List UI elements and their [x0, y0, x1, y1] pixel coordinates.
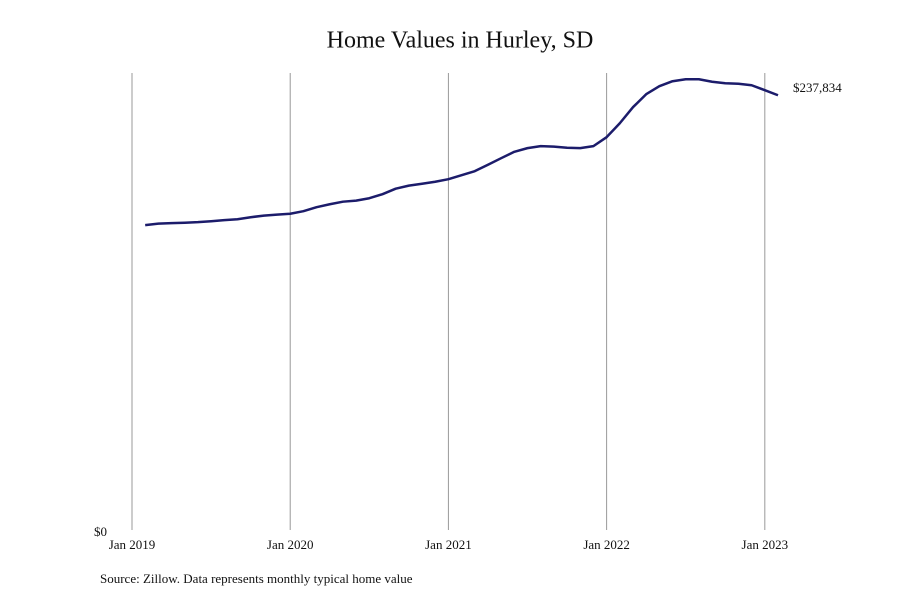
x-tick-label: Jan 2020 — [267, 537, 314, 552]
source-note: Source: Zillow. Data represents monthly … — [100, 571, 413, 586]
x-tick-label: Jan 2022 — [583, 537, 630, 552]
x-tick-label: Jan 2021 — [425, 537, 472, 552]
data-label: $237,834 — [793, 80, 842, 95]
x-tick-label: Jan 2023 — [742, 537, 789, 552]
y-tick-label: $0 — [94, 524, 107, 539]
x-tick-label: Jan 2019 — [109, 537, 156, 552]
chart-title: Home Values in Hurley, SD — [327, 28, 594, 54]
line — [145, 77, 779, 227]
